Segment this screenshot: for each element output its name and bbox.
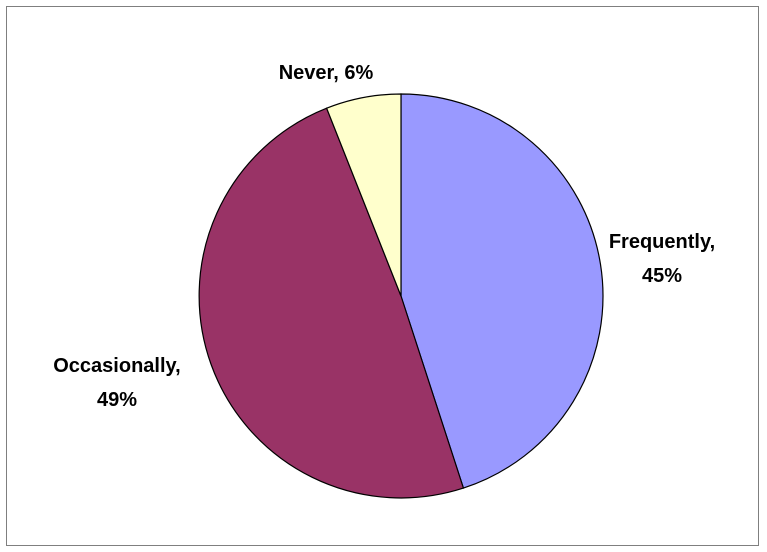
pie-slice-never	[325, 93, 402, 297]
data-label-never: Never, 6%	[279, 62, 374, 84]
data-label-occasionally-line1: Occasionally,	[53, 355, 180, 377]
data-label-frequently-line1: Frequently,	[609, 231, 715, 253]
pie-slice-occasionally	[198, 107, 465, 499]
pie-slice-frequently	[400, 93, 604, 489]
pie-slices	[198, 93, 604, 499]
data-label-occasionally-line2: 49%	[97, 389, 137, 411]
data-label-frequently-line2: 45%	[642, 265, 682, 287]
